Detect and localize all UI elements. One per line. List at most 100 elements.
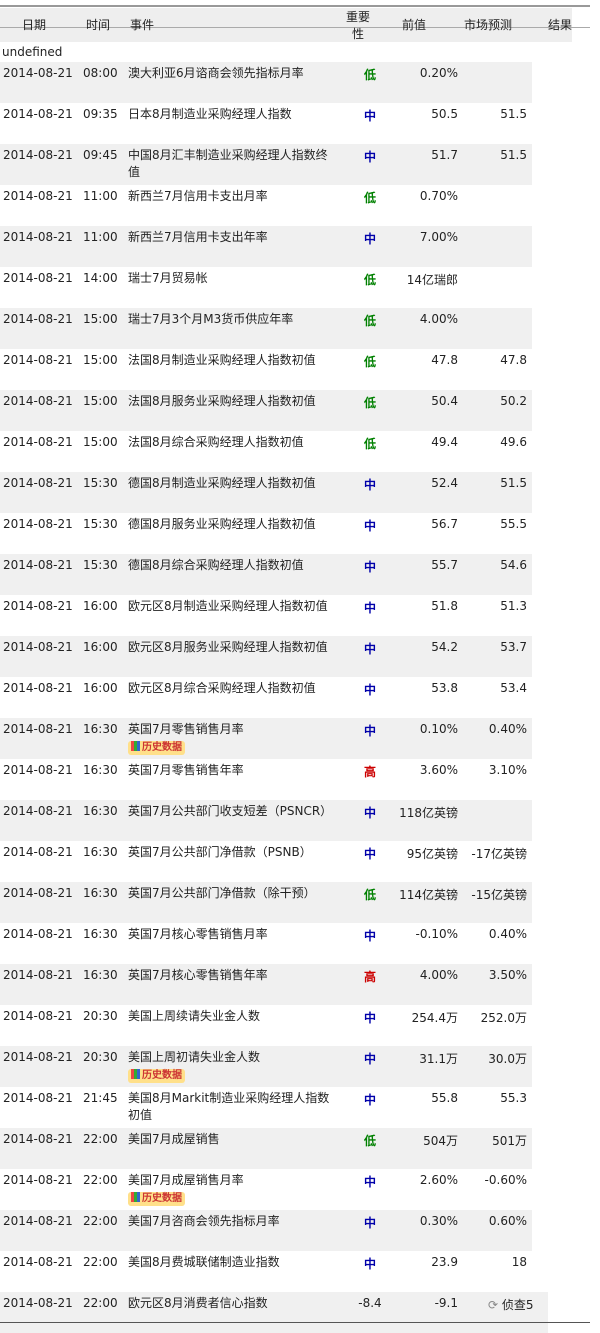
time-cell: 22:00 [83,1173,118,1187]
previous-cell: 4.00% [419,968,458,982]
event-cell: 美国7月咨商会领先指标月率 [128,1214,280,1228]
time-cell: 22:00 [83,1214,118,1228]
importance-cell: 低 [363,396,376,410]
previous-cell: 55.8 [431,1091,458,1105]
forecast-cell: 30.0万 [488,1052,527,1066]
time-cell: 16:00 [83,640,118,654]
table-row: 2014-08-21 22:00 美国7月成屋销售 低 504万 501万 [0,1128,532,1169]
date-cell: 2014-08-21 [3,1132,73,1146]
previous-cell: 3.60% [419,763,458,777]
previous-cell: 52.4 [431,476,458,490]
table-row: 2014-08-21 15:30 德国8月综合采购经理人指数初值 中 55.7 54.6 [0,554,532,595]
table-row: 2014-08-21 15:30 德国8月制造业采购经理人指数初值 中 52.4 51.5 [0,472,532,513]
importance-cell: 低 [363,314,376,328]
previous-cell: -9.1 [434,1296,458,1310]
history-data-button[interactable]: 历史数据 [128,741,185,755]
forecast-cell: 55.5 [500,517,527,531]
table-row: 2014-08-21 14:00 瑞士7月贸易帐 低 14亿瑞郎 [0,267,532,308]
event-cell: 美国7月成屋销售月率 历史数据 [128,1172,338,1206]
previous-cell: 504万 [423,1134,458,1148]
time-cell: 22:00 [83,1296,118,1310]
date-cell: 2014-08-21 [3,107,73,121]
previous-cell: 53.8 [431,681,458,695]
top-divider [0,5,590,7]
date-cell: 2014-08-21 [3,1050,73,1064]
event-cell: 英国7月核心零售销售年率 [128,968,268,982]
previous-cell: 7.00% [419,230,458,244]
date-cell: 2014-08-21 [3,271,73,285]
forecast-cell: 3.50% [488,968,527,982]
table-row: 2014-08-21 20:30 美国上周初请失业金人数 历史数据 中 31.1万 30.0… [0,1046,532,1087]
header-result: 结果 [548,18,573,32]
importance-cell: 中 [363,519,376,533]
forecast-cell: 51.5 [500,476,527,490]
table-row: 2014-08-21 22:00 欧元区8月消费者信心指数 -8.4 -9.1 ⟳ 侦查5 [0,1292,548,1333]
date-cell: 2014-08-21 [3,66,73,80]
importance-cell: 中 [363,847,376,861]
event-cell: 法国8月综合采购经理人指数初值 [128,435,304,449]
previous-cell: 95亿英镑 [406,847,458,861]
table-row: 2014-08-21 11:00 新西兰7月信用卡支出年率 中 7.00% [0,226,532,267]
time-cell: 20:30 [83,1050,118,1064]
table-row: 2014-08-21 16:30 英国7月公共部门收支短差（PSNCR） 中 118亿英… [0,800,532,841]
bar-chart-icon [131,1192,140,1202]
history-data-button[interactable]: 历史数据 [128,1192,185,1206]
time-cell: 15:30 [83,558,118,572]
table-row: 2014-08-21 09:35 日本8月制造业采购经理人指数 中 50.5 51.5 [0,103,532,144]
event-cell: 美国上周续请失业金人数 [128,1009,261,1023]
bar-chart-icon [131,1069,140,1079]
time-cell: 15:00 [83,435,118,449]
event-cell: 英国7月零售销售月率 历史数据 [128,721,338,755]
time-cell: 11:00 [83,189,118,203]
time-cell: 16:30 [83,845,118,859]
importance-cell: 低 [363,437,376,451]
time-cell: 15:30 [83,476,118,490]
table-row: 2014-08-21 15:00 瑞士7月3个月M3货币供应年率 低 4.00% [0,308,532,349]
date-cell: 2014-08-21 [3,353,73,367]
time-cell: 16:00 [83,681,118,695]
history-data-button[interactable]: 历史数据 [128,1069,185,1083]
header-time: 时间 [86,18,111,32]
date-cell: 2014-08-21 [3,148,73,162]
previous-cell: 118亿英镑 [399,806,458,820]
time-cell: 16:30 [83,927,118,941]
importance-cell: 中 [363,724,376,738]
previous-cell: 2.60% [419,1173,458,1187]
date-cell: 2014-08-21 [3,189,73,203]
forecast-cell: 54.6 [500,558,527,572]
date-cell: 2014-08-21 [3,886,73,900]
event-text: 英国7月零售销售月率 [128,722,244,736]
event-cell: 瑞士7月贸易帐 [128,271,208,285]
previous-cell: 31.1万 [419,1052,458,1066]
importance-cell: 高 [363,970,376,984]
date-cell: 2014-08-21 [3,722,73,736]
time-cell: 14:00 [83,271,118,285]
header-event: 事件 [130,18,155,32]
forecast-cell: 55.3 [500,1091,527,1105]
date-cell: 2014-08-21 [3,394,73,408]
date-cell: 2014-08-21 [3,558,73,572]
time-cell: 15:00 [83,353,118,367]
importance-cell: 中 [363,150,376,164]
importance-cell: 低 [363,191,376,205]
date-cell: 2014-08-21 [3,435,73,449]
forecast-cell: 0.40% [488,722,527,736]
header-importance: 重要性 [346,10,371,41]
date-cell: 2014-08-21 [3,599,73,613]
table-row: 2014-08-21 22:00 美国7月咨商会领先指标月率 中 0.30% 0.60% [0,1210,532,1251]
previous-cell: 0.70% [419,189,458,203]
importance-cell: 中 [363,1093,376,1107]
event-cell: 欧元区8月制造业采购经理人指数初值 [128,599,328,613]
time-cell: 21:45 [83,1091,118,1105]
date-cell: 2014-08-21 [3,1214,73,1228]
event-cell: 美国8月费城联储制造业指数 [128,1255,280,1269]
previous-cell: 254.4万 [411,1011,458,1025]
date-cell: 2014-08-21 [3,517,73,531]
importance-cell: 中 [363,560,376,574]
history-label: 历史数据 [142,1193,182,1204]
time-cell: 16:30 [83,886,118,900]
table-row: 2014-08-21 15:30 德国8月服务业采购经理人指数初值 中 56.7 55.5 [0,513,532,554]
previous-cell: 114亿英镑 [399,888,458,902]
event-cell: 英国7月核心零售销售月率 [128,927,268,941]
event-cell: 美国上周初请失业金人数 历史数据 [128,1049,338,1083]
